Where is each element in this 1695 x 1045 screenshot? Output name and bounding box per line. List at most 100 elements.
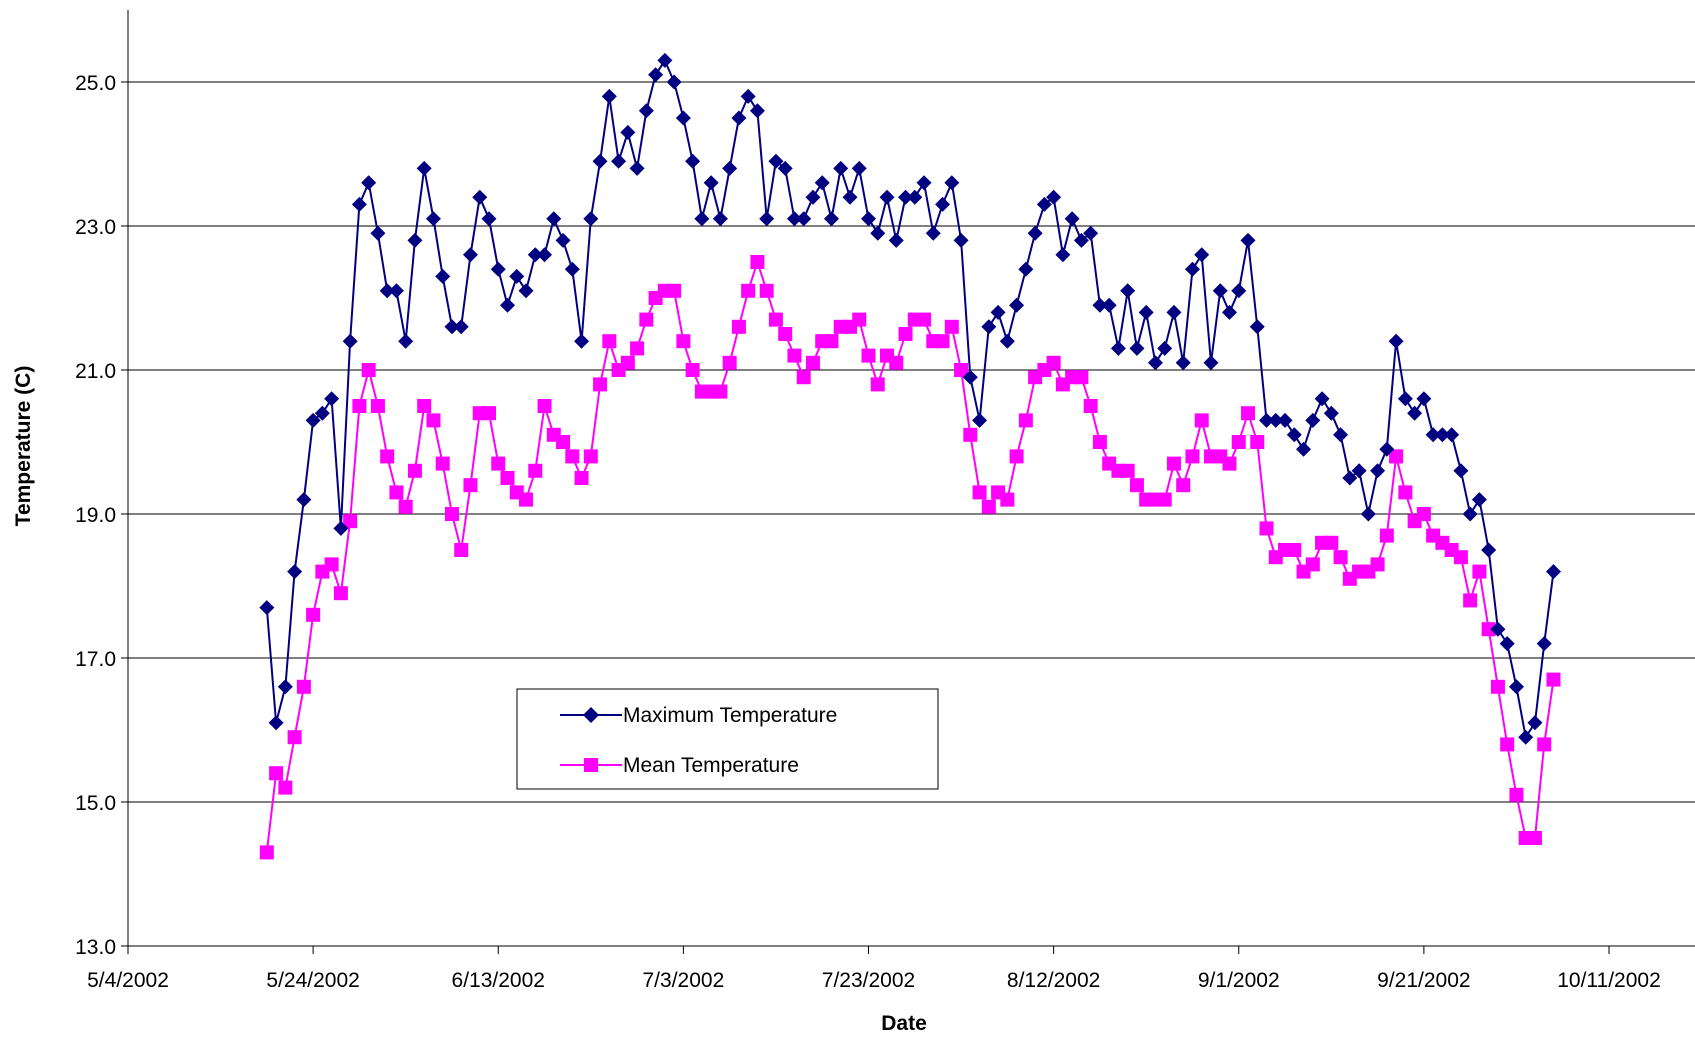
- data-point-max: [898, 189, 914, 205]
- data-point-mean: [1157, 492, 1172, 507]
- data-point-mean: [343, 514, 358, 529]
- data-point-mean: [454, 543, 469, 557]
- data-point-max: [879, 189, 895, 205]
- legend-label-mean: Mean Temperature: [623, 754, 799, 777]
- data-point-mean: [1018, 413, 1033, 428]
- data-point-max: [916, 175, 932, 191]
- data-point-max: [981, 319, 997, 335]
- data-point-max: [1518, 729, 1534, 745]
- data-point-mean: [917, 312, 932, 327]
- y-tick-label: 23.0: [75, 216, 116, 239]
- data-point-max: [1305, 412, 1321, 428]
- data-point-max: [722, 160, 738, 176]
- data-point-mean: [1231, 435, 1246, 449]
- data-point-max: [1110, 340, 1126, 356]
- data-point-max: [1064, 211, 1080, 227]
- data-point-max: [388, 283, 404, 299]
- data-point-mean: [1379, 528, 1394, 543]
- data-point-max: [462, 247, 478, 263]
- data-point-max: [1129, 340, 1145, 356]
- data-point-max: [1138, 304, 1154, 320]
- x-tick-label: 5/4/2002: [87, 969, 169, 992]
- data-point-max: [490, 261, 506, 277]
- data-point-max: [1323, 405, 1339, 421]
- data-point-max: [962, 369, 978, 385]
- data-point-mean: [537, 399, 552, 413]
- series-maximum-temperature: [259, 52, 1561, 745]
- data-point-mean: [556, 435, 571, 449]
- legend-marker-mean: [584, 758, 598, 772]
- data-point-max: [944, 175, 960, 191]
- data-point-max: [1101, 297, 1117, 313]
- y-tick-label: 13.0: [75, 936, 116, 959]
- data-point-mean: [278, 780, 293, 795]
- data-point-max: [648, 67, 664, 83]
- data-point-max: [1397, 391, 1413, 407]
- data-point-mean: [324, 557, 339, 572]
- data-point-mean: [796, 370, 811, 385]
- data-point-mean: [1527, 831, 1542, 845]
- data-point-mean: [861, 348, 876, 363]
- data-point-max: [1351, 463, 1367, 479]
- data-point-max: [1342, 470, 1358, 486]
- data-point-mean: [1463, 593, 1478, 608]
- data-point-mean: [676, 334, 691, 349]
- data-point-max: [1027, 225, 1043, 241]
- data-point-mean: [759, 283, 774, 298]
- data-point-mean: [370, 399, 385, 413]
- data-point-mean: [954, 363, 969, 377]
- data-point-max: [638, 103, 654, 119]
- data-point-max: [935, 196, 951, 212]
- y-tick-label: 15.0: [75, 792, 116, 815]
- data-point-mean: [1305, 557, 1320, 572]
- data-point-max: [1194, 247, 1210, 263]
- data-point-mean: [741, 283, 756, 298]
- data-point-max: [1370, 463, 1386, 479]
- data-point-max: [1083, 225, 1099, 241]
- data-point-max: [1166, 304, 1182, 320]
- data-point-max: [1046, 189, 1062, 205]
- data-point-max: [768, 153, 784, 169]
- data-point-max: [296, 492, 312, 508]
- data-point-max: [1203, 355, 1219, 371]
- data-point-max: [574, 333, 590, 349]
- data-point-mean: [435, 456, 450, 471]
- data-point-max: [1259, 412, 1275, 428]
- data-point-mean: [870, 377, 885, 392]
- data-point-mean: [1333, 550, 1348, 565]
- data-point-max: [749, 103, 765, 119]
- data-point-mean: [481, 406, 496, 421]
- data-point-max: [509, 268, 525, 284]
- data-point-max: [1545, 564, 1561, 580]
- data-point-mean: [731, 319, 746, 334]
- data-point-max: [1462, 506, 1478, 522]
- data-point-max: [425, 211, 441, 227]
- data-point-mean: [713, 384, 728, 399]
- data-point-max: [833, 160, 849, 176]
- data-point-max: [500, 297, 516, 313]
- data-point-mean: [805, 355, 820, 370]
- data-point-max: [657, 52, 673, 68]
- data-point-max: [1314, 391, 1330, 407]
- x-tick-label: 7/23/2002: [822, 969, 915, 992]
- data-point-mean: [1046, 355, 1061, 370]
- data-point-max: [907, 189, 923, 205]
- data-point-mean: [565, 449, 580, 464]
- data-point-mean: [944, 319, 959, 334]
- data-point-mean: [500, 471, 515, 485]
- data-point-mean: [1370, 557, 1385, 572]
- data-point-mean: [528, 463, 543, 478]
- data-point-mean: [935, 334, 950, 349]
- data-point-max: [1286, 427, 1302, 443]
- data-point-max: [953, 232, 969, 248]
- x-tick-label: 7/3/2002: [643, 969, 725, 992]
- data-point-max: [611, 153, 627, 169]
- data-point-max: [666, 74, 682, 90]
- y-tick-label: 25.0: [75, 72, 116, 95]
- data-point-mean: [398, 499, 413, 514]
- data-point-mean: [463, 478, 478, 493]
- data-point-mean: [491, 456, 506, 471]
- data-point-mean: [972, 485, 987, 500]
- data-point-mean: [287, 730, 302, 745]
- data-point-max: [796, 211, 812, 227]
